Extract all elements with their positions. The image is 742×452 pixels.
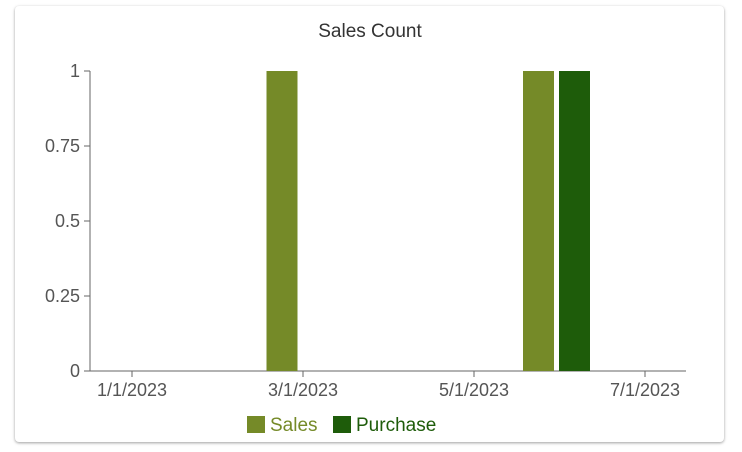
bar-sales[interactable] [266, 71, 298, 371]
y-tick-label: 0.5 [55, 211, 80, 231]
chart-title: Sales Count [318, 21, 422, 42]
bar-purchase[interactable] [559, 71, 590, 371]
chart-card [15, 6, 724, 442]
x-tick-label: 5/1/2023 [439, 380, 509, 400]
x-tick-label: 3/1/2023 [268, 380, 338, 400]
legend-swatch [247, 416, 265, 433]
y-tick-label: 1 [70, 61, 80, 81]
legend-label[interactable]: Sales [270, 415, 318, 436]
bar-sales[interactable] [523, 71, 554, 371]
x-tick-label: 7/1/2023 [610, 380, 680, 400]
x-tick-label: 1/1/2023 [97, 380, 167, 400]
y-tick-label: 0.75 [45, 136, 80, 156]
y-axis: 0 0.25 0.5 0.75 1 [45, 61, 91, 381]
x-axis: 1/1/2023 3/1/2023 5/1/2023 7/1/2023 [90, 370, 686, 400]
y-tick-label: 0 [70, 361, 80, 381]
bars [266, 71, 590, 371]
legend-label[interactable]: Purchase [356, 415, 436, 436]
legend: Sales Purchase [247, 415, 436, 436]
legend-swatch [333, 416, 351, 433]
y-tick-label: 0.25 [45, 286, 80, 306]
